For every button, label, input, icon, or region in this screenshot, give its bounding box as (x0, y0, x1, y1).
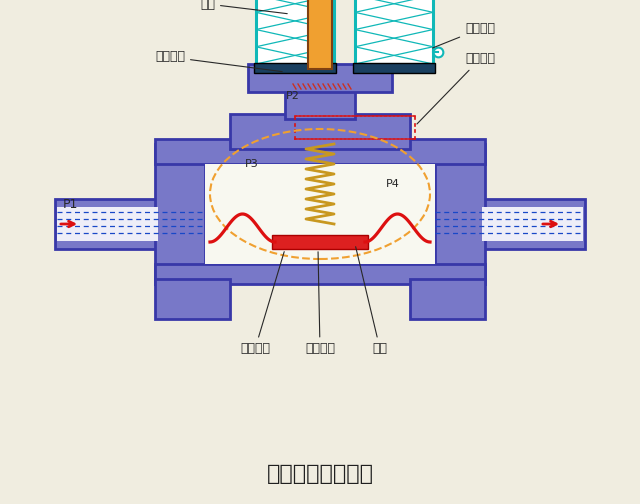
Bar (254, 63, 336, 73)
Bar (353, 63, 435, 73)
Polygon shape (480, 199, 585, 249)
Bar (205, 164, 435, 264)
Bar (272, 235, 368, 249)
Text: 动铁心: 动铁心 (0, 503, 1, 504)
Text: P3: P3 (245, 159, 259, 169)
Polygon shape (55, 199, 160, 249)
Polygon shape (410, 279, 485, 319)
Text: 线圈: 线圈 (200, 0, 287, 14)
Text: 平衡孔道: 平衡孔道 (155, 50, 282, 72)
Polygon shape (248, 64, 392, 92)
Polygon shape (155, 279, 230, 319)
Text: P1: P1 (62, 198, 77, 211)
Text: 导阀阀座: 导阀阀座 (433, 23, 495, 48)
Text: P2: P2 (286, 91, 300, 101)
Polygon shape (435, 144, 485, 284)
Text: 定铁心: 定铁心 (0, 503, 1, 504)
Text: 主阀阀座: 主阀阀座 (240, 251, 284, 355)
Text: 主阀阀芯: 主阀阀芯 (305, 252, 335, 355)
Polygon shape (155, 144, 205, 284)
Text: 管道联系式电磁阀: 管道联系式电磁阀 (266, 464, 374, 484)
Bar (482, 207, 583, 241)
Polygon shape (230, 114, 410, 149)
Bar (57, 207, 158, 241)
Polygon shape (285, 84, 355, 119)
Bar (256, 0, 334, 64)
Polygon shape (155, 139, 485, 164)
Text: 膜片: 膜片 (356, 246, 387, 355)
Bar (308, 0, 332, 69)
Polygon shape (155, 264, 485, 284)
Text: P4: P4 (386, 179, 400, 189)
Text: 泄压孔道: 泄压孔道 (417, 52, 495, 124)
Text: 弹簧: 弹簧 (0, 503, 1, 504)
Bar (355, 0, 433, 64)
